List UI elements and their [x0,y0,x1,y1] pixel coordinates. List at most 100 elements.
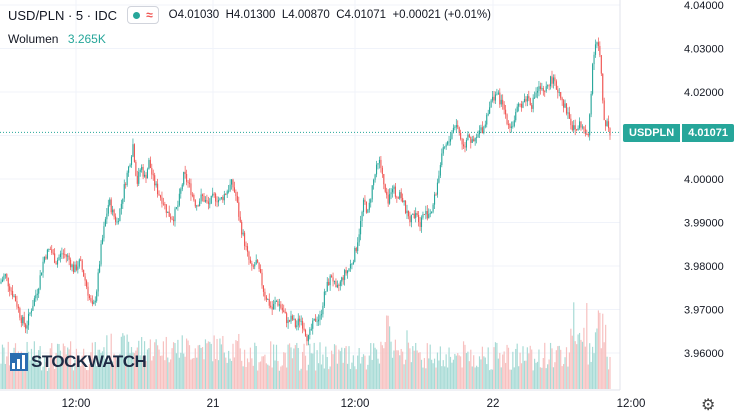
candle-body [231,179,233,185]
candle-body [87,286,89,296]
candle-body [12,291,14,297]
volume-bar [341,347,343,389]
volume-bar [494,342,497,389]
time-axis[interactable]: 12:00 21 12:00 22 12:00 [62,398,646,410]
candle-body [534,97,536,99]
volume-bar [461,367,463,389]
candle-body [58,257,60,260]
volume-bar [238,333,240,389]
volume-bar [344,348,346,389]
volume-bar [158,349,160,389]
symbol-label[interactable]: USD/PLN · 5 · IDC [8,7,118,23]
candle-body [184,171,186,175]
candle-body [100,243,102,265]
candle-body [33,298,35,306]
candle-body [319,315,321,320]
volume-bar [531,349,533,389]
candle-body [477,134,479,138]
candle-body [493,96,495,101]
volume-bar [239,348,241,389]
volume-bar [87,370,89,389]
candle-body [531,105,533,109]
volume-bar [510,369,512,389]
candle-body [48,249,50,250]
volume-bar [586,303,588,389]
volume-bar [433,358,436,389]
candle-body [431,211,433,214]
candle-body [7,277,9,287]
volume-bar [113,353,115,389]
candle-body [135,161,137,176]
volume-bar [217,360,220,389]
logo-bars-icon [10,353,28,371]
volume-bar [300,368,302,389]
candle-body [304,330,307,336]
volume-bar [172,342,175,389]
volume-bar [186,338,188,389]
volume-bar [94,342,96,389]
volume-bar [155,339,157,389]
candle-body [233,187,235,193]
candle-body [357,242,359,251]
volume-bar [570,328,572,389]
candle-body [199,201,201,207]
volume-bar [592,346,594,389]
candle-body [30,310,32,313]
volume-bar [557,346,559,389]
candle-body [560,92,562,99]
candle-body [509,124,511,128]
candle-body [333,281,336,282]
candle-body [470,137,472,143]
legend-header: USD/PLN · 5 · IDC ≈ O4.01030 H4.01300 L4… [8,6,491,24]
volume-bar [496,342,498,389]
volume-bar [51,343,53,389]
volume-bar [602,313,604,389]
candle-body [583,126,585,130]
volume-bar [338,349,340,389]
candle-body [164,204,166,206]
volume-bar [138,340,140,389]
volume-bar [27,351,30,389]
candle-body [387,194,389,204]
volume-bar [268,365,270,389]
price-axis[interactable]: 4.040004.030004.020004.010004.000003.990… [684,0,724,360]
candle-body [157,183,159,195]
candle-body [397,197,399,199]
candle-body [120,203,122,209]
candle-body [154,175,156,186]
volume-bar [90,352,92,389]
volume-bar [381,345,383,389]
y-tick-label: 4.04000 [684,0,724,12]
volume-bar [368,355,370,389]
gear-icon[interactable]: ⚙ [701,397,716,414]
volume-bar [333,344,336,389]
volume-bar [525,360,527,389]
volume-bar [335,345,337,389]
volume-bar [3,347,5,389]
candle-body [568,112,570,119]
volume-bar [541,367,543,389]
volume-bar [355,369,357,389]
candle-body [544,91,546,92]
indicator-toggle[interactable]: ≈ [127,6,159,24]
volume-bar [42,366,44,389]
candle-body [558,92,560,93]
candle-body [41,272,43,276]
candle-body [318,319,320,322]
volume-bar [190,359,192,389]
volume-bar [409,348,411,389]
candle-body [107,205,109,214]
volume-bar [451,362,453,389]
volume-bar [303,343,305,389]
volume-bar [171,348,173,389]
volume-bar [67,347,69,389]
x-tick-label: 22 [487,398,500,410]
volume-bar [413,350,415,389]
volume-bar [104,358,106,389]
volume-bar [489,370,491,389]
volume-bar [435,367,437,389]
volume-bar [423,358,425,389]
volume-bar [188,345,191,389]
candle-body [332,277,334,282]
